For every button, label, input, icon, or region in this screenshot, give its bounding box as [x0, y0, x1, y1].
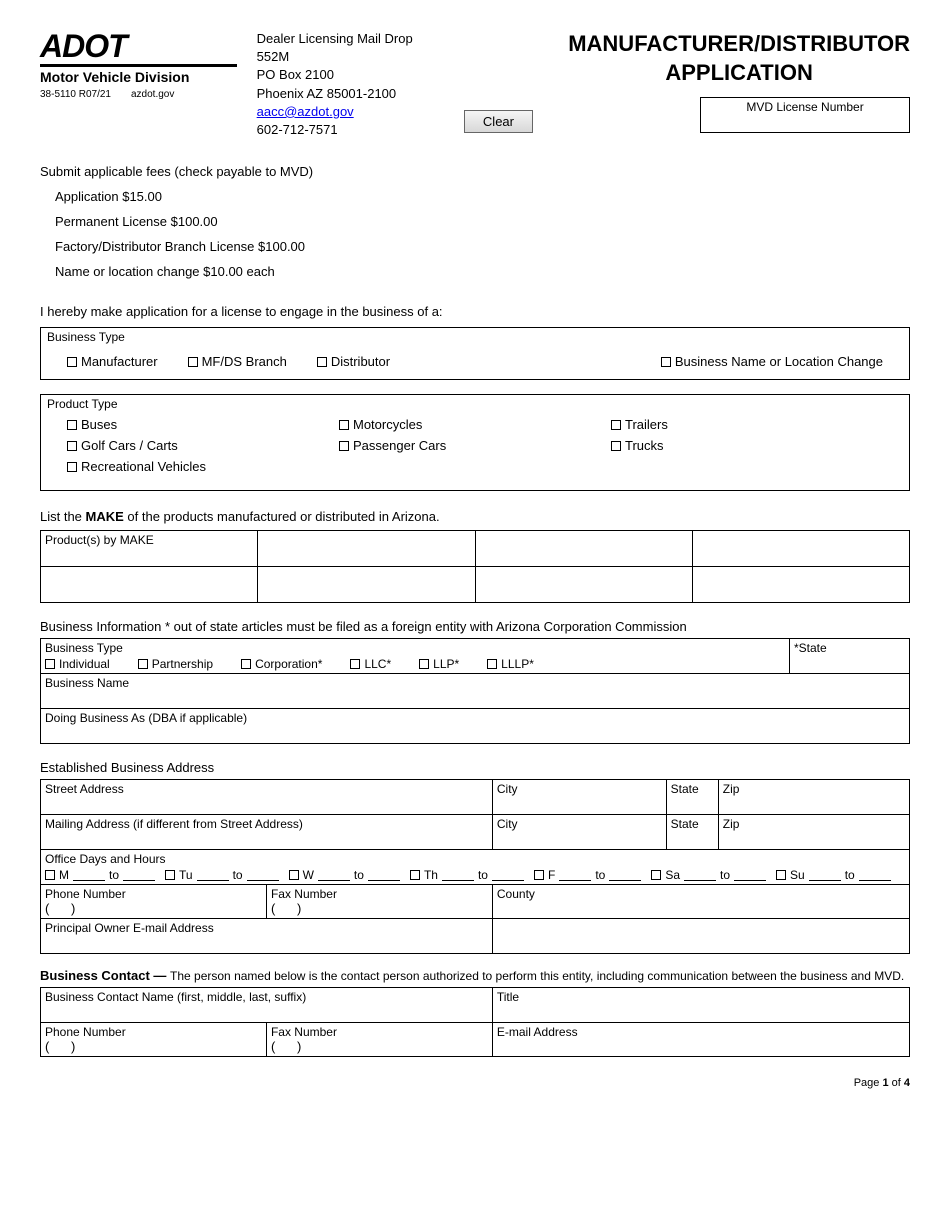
day-th[interactable]: Th to — [410, 868, 524, 882]
logo-division: Motor Vehicle Division — [40, 69, 237, 85]
contact-fax-field[interactable]: Fax Number ( ) — [266, 1023, 492, 1057]
contact-intro: Business Contact — The person named belo… — [40, 968, 910, 983]
mvd-license-box[interactable]: MVD License Number — [700, 97, 910, 133]
checkbox-llp[interactable]: LLP* — [419, 657, 459, 671]
checkbox-llc[interactable]: LLC* — [350, 657, 391, 671]
dba-field[interactable]: Doing Business As (DBA if applicable) — [41, 709, 910, 744]
fee-item: Factory/Distributor Branch License $100.… — [55, 239, 910, 254]
day-su[interactable]: Su to — [776, 868, 891, 882]
make-cell[interactable] — [475, 567, 692, 603]
business-type-label: Business Type — [47, 330, 903, 344]
make-cell[interactable] — [692, 567, 909, 603]
email-link[interactable]: aacc@azdot.gov — [257, 104, 354, 119]
checkbox-trailers[interactable]: Trailers — [611, 417, 883, 432]
phone-field[interactable]: Phone Number ( ) — [41, 885, 267, 919]
addr-line: Dealer Licensing Mail Drop 552M — [257, 30, 444, 66]
checkbox-lllp[interactable]: LLLP* — [487, 657, 534, 671]
checkbox-name-change[interactable]: Business Name or Location Change — [661, 354, 883, 369]
phone-number: 602-712-7571 — [257, 121, 444, 139]
blank-cell[interactable] — [492, 919, 909, 954]
logo-brand: ADOT — [40, 30, 237, 62]
checkbox-motorcycles[interactable]: Motorcycles — [339, 417, 611, 432]
clear-button[interactable]: Clear — [464, 110, 533, 133]
checkbox-manufacturer[interactable]: Manufacturer — [67, 354, 158, 369]
make-cell[interactable] — [258, 567, 475, 603]
make-cell[interactable] — [258, 531, 475, 567]
office-hours-row[interactable]: Office Days and Hours M to Tu to W to Th… — [41, 850, 910, 885]
product-type-label: Product Type — [47, 397, 903, 411]
state-cell[interactable]: *State — [790, 639, 910, 674]
form-title: MANUFACTURER/DISTRIBUTOR APPLICATION MVD… — [568, 30, 910, 133]
make-table: Product(s) by MAKE — [40, 530, 910, 603]
address-heading: Established Business Address — [40, 760, 910, 775]
fee-item: Application $15.00 — [55, 189, 910, 204]
declaration-text: I hereby make application for a license … — [40, 304, 910, 319]
make-cell[interactable] — [41, 567, 258, 603]
checkbox-distributor[interactable]: Distributor — [317, 354, 390, 369]
day-tu[interactable]: Tu to — [165, 868, 279, 882]
checkbox-corporation[interactable]: Corporation* — [241, 657, 322, 671]
checkbox-passenger-cars[interactable]: Passenger Cars — [339, 438, 611, 453]
addr-line: PO Box 2100 — [257, 66, 444, 84]
fee-item: Name or location change $10.00 each — [55, 264, 910, 279]
checkbox-golf-cars[interactable]: Golf Cars / Carts — [67, 438, 339, 453]
checkbox-trucks[interactable]: Trucks — [611, 438, 883, 453]
make-cell[interactable] — [475, 531, 692, 567]
city-field[interactable]: City — [492, 815, 666, 850]
mailing-address: Dealer Licensing Mail Drop 552M PO Box 2… — [257, 30, 444, 139]
contact-table: Business Contact Name (first, middle, la… — [40, 987, 910, 1057]
checkbox-partnership[interactable]: Partnership — [138, 657, 213, 671]
addr-line: Phoenix AZ 85001-2100 — [257, 85, 444, 103]
fees-section: Submit applicable fees (check payable to… — [40, 164, 910, 279]
fees-intro: Submit applicable fees (check payable to… — [40, 164, 910, 179]
street-address-field[interactable]: Street Address — [41, 780, 493, 815]
fax-field[interactable]: Fax Number ( ) — [266, 885, 492, 919]
contact-name-field[interactable]: Business Contact Name (first, middle, la… — [41, 988, 493, 1023]
site-url: azdot.gov — [131, 89, 174, 100]
business-name-field[interactable]: Business Name — [41, 674, 910, 709]
page-footer: Page 1 of 4 — [40, 1077, 910, 1089]
checkbox-rv[interactable]: Recreational Vehicles — [67, 459, 339, 474]
day-w[interactable]: W to — [289, 868, 400, 882]
state-field[interactable]: State — [666, 780, 718, 815]
owner-email-field[interactable]: Principal Owner E-mail Address — [41, 919, 493, 954]
day-f[interactable]: F to — [534, 868, 641, 882]
checkbox-mfds-branch[interactable]: MF/DS Branch — [188, 354, 287, 369]
checkbox-individual[interactable]: Individual — [45, 657, 110, 671]
form-number: 38-5110 R07/21 — [40, 89, 111, 100]
contact-phone-field[interactable]: Phone Number ( ) — [41, 1023, 267, 1057]
header: ADOT Motor Vehicle Division 38-5110 R07/… — [40, 30, 910, 139]
contact-email-field[interactable]: E-mail Address — [492, 1023, 909, 1057]
contact-title-field[interactable]: Title — [492, 988, 909, 1023]
logo-block: ADOT Motor Vehicle Division 38-5110 R07/… — [40, 30, 237, 100]
biz-info-intro: Business Information * out of state arti… — [40, 619, 910, 634]
city-field[interactable]: City — [492, 780, 666, 815]
checkbox-buses[interactable]: Buses — [67, 417, 339, 432]
mailing-address-field[interactable]: Mailing Address (if different from Stree… — [41, 815, 493, 850]
day-m[interactable]: M to — [45, 868, 155, 882]
make-cell[interactable] — [692, 531, 909, 567]
product-type-box: Product Type Buses Golf Cars / Carts Rec… — [40, 394, 910, 491]
state-field[interactable]: State — [666, 815, 718, 850]
fee-item: Permanent License $100.00 — [55, 214, 910, 229]
county-field[interactable]: County — [492, 885, 909, 919]
address-table: Street Address City State Zip Mailing Ad… — [40, 779, 910, 954]
make-intro: List the MAKE of the products manufactur… — [40, 509, 910, 524]
business-info-table: Business Type Individual Partnership Cor… — [40, 638, 910, 744]
zip-field[interactable]: Zip — [718, 780, 909, 815]
day-sa[interactable]: Sa to — [651, 868, 766, 882]
business-type-box: Business Type Manufacturer MF/DS Branch … — [40, 327, 910, 380]
zip-field[interactable]: Zip — [718, 815, 909, 850]
